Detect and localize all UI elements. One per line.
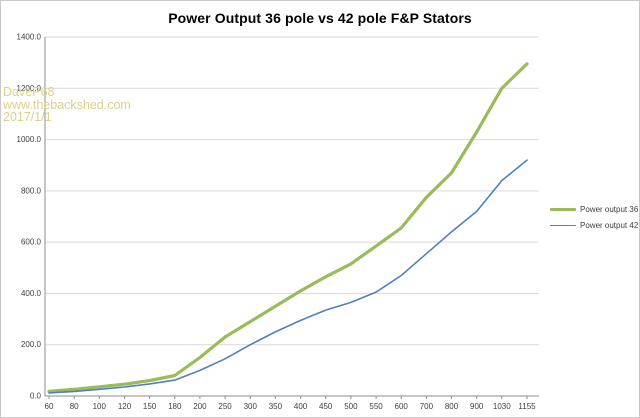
y-tick-label: 800.0 — [21, 186, 42, 195]
x-tick-label: 550 — [369, 402, 383, 411]
x-tick-label: 250 — [218, 402, 232, 411]
y-tick-label: 600.0 — [21, 238, 42, 247]
y-tick-label: 0.0 — [30, 392, 42, 401]
legend-item-power-output-42: Power output 42 — [550, 221, 638, 230]
x-tick-label: 900 — [470, 402, 484, 411]
x-tick-label: 450 — [319, 402, 333, 411]
legend-label-36: Power output 36 — [580, 205, 639, 214]
series-line-power-output-36 — [47, 62, 529, 393]
chart-title: Power Output 36 pole vs 42 pole F&P Stat… — [168, 10, 472, 26]
watermark-author: DaveP68 — [3, 85, 55, 99]
x-tick-label: 80 — [70, 402, 79, 411]
x-tick-label: 150 — [143, 402, 157, 411]
watermark: DaveP68 www.thebackshed.com 2017/1/1 — [3, 86, 131, 124]
x-tick-label: 1030 — [493, 402, 511, 411]
series-line-power-output-42 — [48, 159, 528, 394]
y-tick-label: 1000.0 — [17, 135, 42, 144]
y-tick-label: 1400.0 — [17, 33, 42, 42]
watermark-url: www.thebackshed.com — [3, 97, 131, 112]
x-tick-label: 180 — [168, 402, 182, 411]
x-tick-label: 120 — [118, 402, 132, 411]
legend-item-power-output-36: Power output 36 — [550, 205, 638, 214]
y-tick-label: 400.0 — [21, 289, 42, 298]
x-tick-label: 800 — [445, 402, 459, 411]
legend-label-42: Power output 42 — [580, 221, 639, 230]
x-tick-label: 400 — [294, 402, 308, 411]
legend-line-swatch-36 — [550, 207, 576, 212]
x-tick-label: 200 — [193, 402, 207, 411]
chart-legend: Power output 36 Power output 42 — [550, 205, 638, 230]
x-tick-label: 100 — [93, 402, 107, 411]
legend-line-swatch-42 — [550, 224, 576, 227]
x-tick-label: 1155 — [518, 402, 536, 411]
watermark-date: 2017/1/1 — [3, 110, 52, 124]
y-tick-label: 200.0 — [21, 340, 42, 349]
x-tick-label: 500 — [344, 402, 358, 411]
x-tick-label: 300 — [244, 402, 258, 411]
x-tick-label: 700 — [420, 402, 434, 411]
x-tick-label: 350 — [269, 402, 283, 411]
x-tick-label: 60 — [45, 402, 54, 411]
y-tick-label: 1200.0 — [17, 84, 42, 93]
x-tick-label: 600 — [395, 402, 409, 411]
